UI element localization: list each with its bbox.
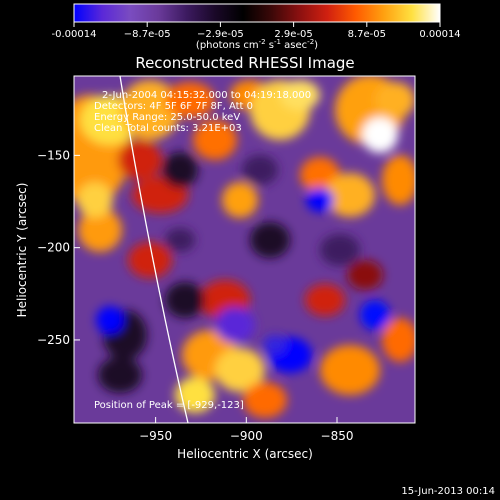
intensity-blob — [320, 345, 380, 395]
colorbar-tick-label: −8.7e-05 — [124, 29, 171, 40]
intensity-blob — [243, 382, 287, 418]
intensity-blob — [215, 348, 265, 392]
colorbar-tick-labels: -0.00014 −8.7e-05 −2.9e-05 2.9e-05 8.7e-05 0.… — [52, 29, 461, 40]
intensity-blob — [165, 282, 205, 318]
info-counts: Clean Total counts: 3.21E+03 — [94, 123, 242, 134]
plot-frame — [73, 75, 416, 424]
intensity-blob — [128, 242, 172, 278]
plot-title: Reconstructed RHESSI Image — [135, 54, 354, 72]
intensity-blob — [193, 120, 237, 160]
intensity-blob — [165, 82, 215, 118]
intensity-blob — [382, 318, 415, 362]
solar-limb-line — [119, 76, 189, 423]
intensity-blob — [222, 182, 258, 218]
intensity-blob — [77, 182, 113, 218]
y-tick-label: −200 — [37, 241, 70, 255]
intensity-blob — [215, 307, 255, 343]
colorbar-units: (photons cm-2 s-1 asec-2) — [196, 38, 318, 51]
intensity-blob — [250, 222, 290, 258]
intensity-blob — [118, 140, 162, 180]
info-time-range: 2-Jun-2004 04:15:32.000 to 04:19:18.000 — [102, 90, 311, 101]
intensity-blob — [320, 234, 360, 266]
intensity-blob — [375, 82, 415, 118]
footer-date: 15-Jun-2013 00:14 — [401, 486, 495, 497]
intensity-blob — [242, 155, 278, 185]
intensity-blob — [280, 80, 320, 110]
intensity-blob — [96, 306, 124, 334]
intensity-blob — [98, 357, 142, 393]
intensity-blob — [162, 152, 198, 188]
colorbar-tick-label: 8.7e-05 — [348, 29, 386, 40]
y-tick-label: −150 — [37, 148, 70, 162]
intensity-blob — [305, 284, 345, 316]
colorbar-tick-label: −2.9e-05 — [197, 29, 244, 40]
colorbar-tick-label: -0.00014 — [52, 29, 97, 40]
intensity-blob — [382, 155, 415, 205]
y-tick-label: −250 — [37, 333, 70, 347]
intensity-map — [74, 76, 415, 418]
intensity-blob — [362, 117, 398, 153]
y-axis-ticks: −150 −200 −250 — [37, 148, 80, 347]
colorbar — [73, 3, 441, 23]
x-tick-label: −950 — [139, 429, 172, 443]
colorbar-tick-label: 2.9e-05 — [274, 29, 312, 40]
intensity-blob — [325, 173, 375, 217]
x-axis-label: Heliocentric X (arcsec) — [177, 447, 313, 461]
info-energy-range: Energy Range: 25.0-50.0 keV — [94, 112, 240, 123]
intensity-blob — [165, 228, 195, 252]
rhessi-image-area — [74, 76, 415, 423]
intensity-blob — [360, 300, 390, 330]
intensity-blob — [120, 80, 180, 140]
x-tick-label: −900 — [230, 429, 263, 443]
x-axis-ticks: −950 −900 −850 — [139, 417, 353, 443]
intensity-blob — [263, 335, 287, 355]
intensity-blob — [306, 188, 334, 212]
intensity-blob — [78, 208, 122, 252]
colorbar-ticks — [73, 22, 441, 27]
info-detectors: Detectors: 4F 5F 6F 7F 8F, Att 0 — [94, 101, 253, 112]
x-tick-label: −850 — [321, 429, 354, 443]
y-axis-label: Heliocentric Y (arcsec) — [15, 183, 29, 318]
peak-position-label: Position of Peak = [-929,-123] — [94, 400, 244, 411]
intensity-blob — [175, 377, 215, 413]
intensity-blob — [347, 260, 383, 290]
colorbar-tick-label: 0.00014 — [419, 29, 460, 40]
